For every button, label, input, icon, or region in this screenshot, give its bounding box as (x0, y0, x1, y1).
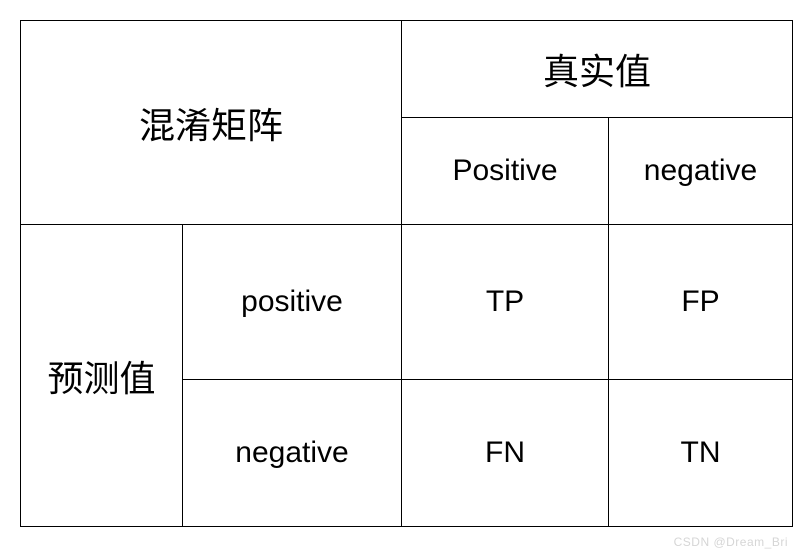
cell-value: FP (681, 285, 719, 318)
column-header-negative: negative (609, 118, 793, 225)
cell-value: TN (681, 436, 721, 469)
column-header-positive: Positive (402, 118, 609, 225)
row-label: positive (241, 285, 343, 318)
cell-fp: FP (609, 225, 793, 380)
cell-fn: FN (402, 380, 609, 527)
cell-value: FN (485, 436, 525, 469)
matrix-title: 混淆矩阵 (139, 105, 283, 146)
matrix-title-cell: 混淆矩阵 (21, 21, 402, 225)
cell-tn: TN (609, 380, 793, 527)
column-header-label: Positive (452, 154, 557, 187)
cell-tp: TP (402, 225, 609, 380)
cell-value: TP (486, 285, 524, 318)
row-label: negative (235, 436, 348, 469)
confusion-matrix-table: 混淆矩阵 真实值 Positive negative 预测值 positive … (20, 20, 793, 527)
predicted-header-label: 预测值 (47, 358, 155, 399)
row-label-positive: positive (183, 225, 402, 380)
watermark-text: CSDN @Dream_Bri (674, 535, 788, 549)
actual-header-cell: 真实值 (402, 21, 793, 118)
actual-header-label: 真实值 (543, 51, 651, 92)
predicted-header-cell: 预测值 (21, 225, 183, 527)
row-label-negative: negative (183, 380, 402, 527)
column-header-label: negative (644, 154, 757, 187)
